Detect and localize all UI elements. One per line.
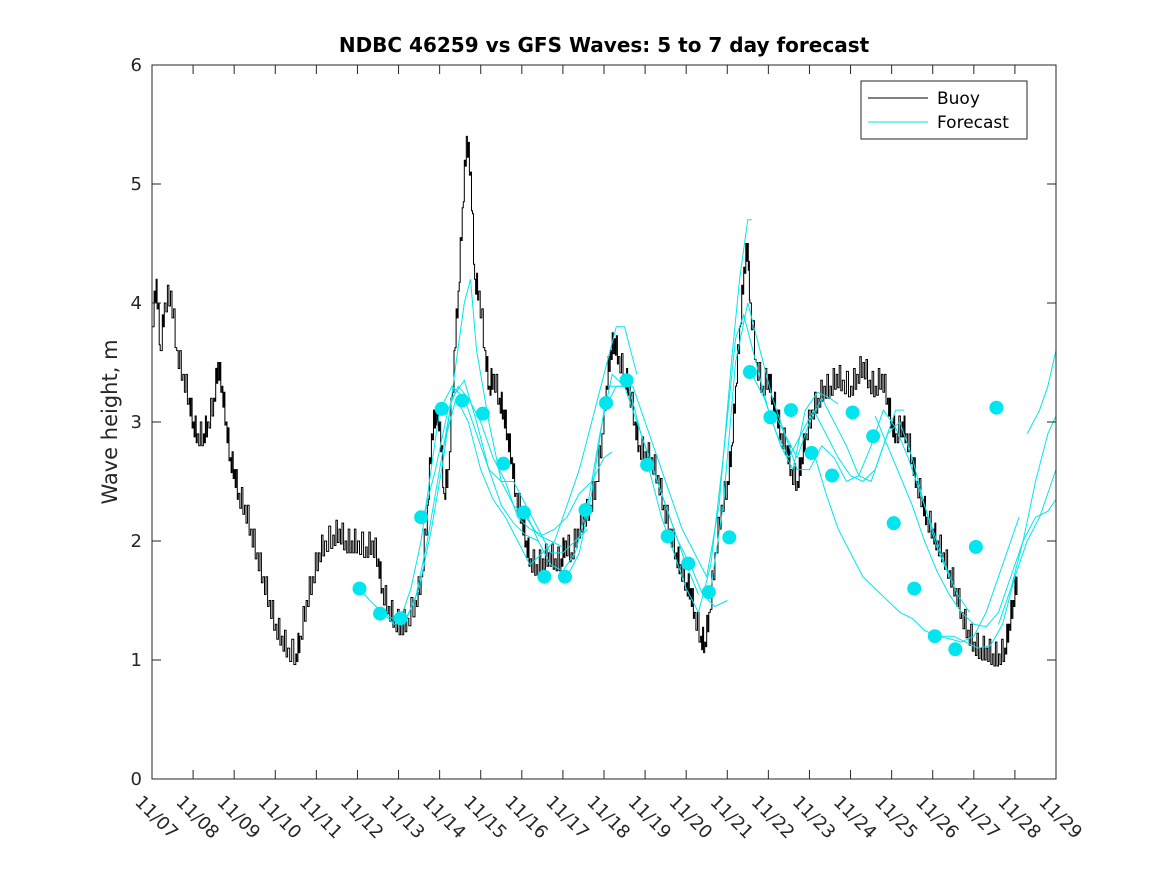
forecast-start-marker xyxy=(804,445,819,460)
forecast-start-marker xyxy=(516,505,531,520)
forecast-series-line xyxy=(813,451,1020,643)
y-tick-label: 4 xyxy=(131,293,142,314)
forecast-start-marker xyxy=(783,403,798,418)
forecast-start-marker xyxy=(660,529,675,544)
legend-box xyxy=(860,80,1028,140)
forecast-start-marker xyxy=(968,539,983,554)
forecast-start-marker xyxy=(557,569,572,584)
forecast-series-line xyxy=(751,374,950,577)
forecast-start-marker xyxy=(475,406,490,421)
y-tick-label: 6 xyxy=(131,55,142,76)
forecast-start-marker xyxy=(352,581,367,596)
forecast-start-marker xyxy=(886,516,901,531)
y-tick-label: 0 xyxy=(131,769,142,790)
y-axis-label: Wave height, m xyxy=(98,339,122,504)
forecast-start-marker xyxy=(414,510,429,525)
y-tick-label: 2 xyxy=(131,531,142,552)
forecast-series-line xyxy=(422,385,613,536)
forecast-start-marker xyxy=(496,456,511,471)
forecast-start-marker xyxy=(866,429,881,444)
forecast-start-marker xyxy=(927,629,942,644)
y-tick-label: 1 xyxy=(131,650,142,671)
forecast-start-marker xyxy=(578,503,593,518)
forecast-series-line xyxy=(566,385,728,608)
forecast-series-line xyxy=(874,415,1057,628)
forecast-start-marker xyxy=(763,410,778,425)
legend-label-forecast: Forecast xyxy=(937,113,1009,133)
forecast-series-line xyxy=(1026,350,1057,435)
forecast-start-marker xyxy=(640,457,655,472)
forecast-start-marker xyxy=(845,405,860,420)
forecast-start-marker xyxy=(825,468,840,483)
forecast-start-marker xyxy=(537,569,552,584)
y-tick-label: 3 xyxy=(131,412,142,433)
forecast-start-marker xyxy=(434,401,449,416)
forecast-series-line xyxy=(402,379,588,625)
marker-layer xyxy=(352,365,1004,657)
forecast-start-marker xyxy=(455,393,470,408)
y-axis: 0 1 2 3 4 5 6 xyxy=(131,55,1056,790)
forecast-start-marker xyxy=(393,611,408,626)
forecast-series-line xyxy=(608,219,752,579)
forecast-start-marker xyxy=(742,365,757,380)
series-layer xyxy=(152,135,1057,667)
forecast-start-marker xyxy=(989,400,1004,415)
forecast-start-marker xyxy=(701,585,716,600)
forecast-start-marker xyxy=(722,530,737,545)
forecast-start-marker xyxy=(681,556,696,571)
legend: Buoy Forecast xyxy=(860,80,1028,140)
forecast-start-marker xyxy=(907,581,922,596)
y-tick-label: 5 xyxy=(131,174,142,195)
forecast-series-line xyxy=(443,326,638,566)
forecast-start-marker xyxy=(619,373,634,388)
legend-label-buoy: Buoy xyxy=(937,89,980,109)
forecast-series-line xyxy=(940,469,1057,649)
forecast-start-marker xyxy=(373,606,388,621)
chart-title: NDBC 46259 vs GFS Waves: 5 to 7 day fore… xyxy=(339,33,870,57)
forecast-series-line xyxy=(998,415,1057,625)
forecast-series-line xyxy=(772,409,971,613)
forecast-start-marker xyxy=(599,395,614,410)
forecast-start-marker xyxy=(948,642,963,657)
forecast-series-line xyxy=(648,313,839,614)
